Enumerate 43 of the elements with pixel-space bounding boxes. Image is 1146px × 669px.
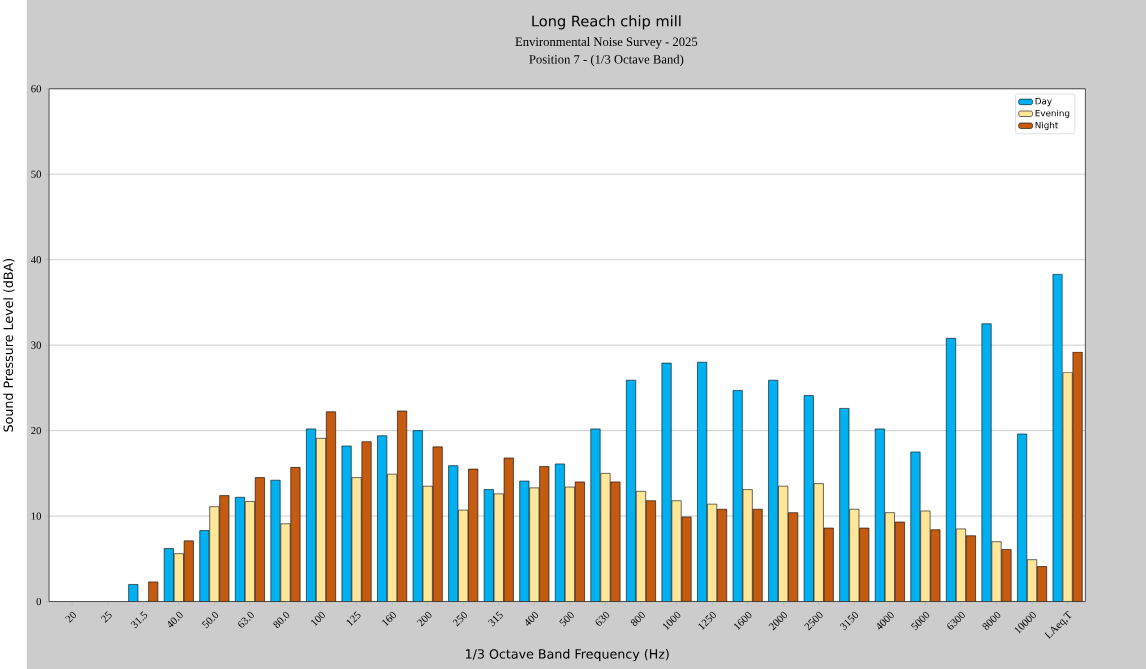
- x-tick-label: 315: [488, 611, 503, 627]
- y-tick-label: 0: [36, 597, 42, 606]
- x-tick-label: 400: [525, 611, 539, 626]
- bar: [1001, 549, 1012, 602]
- x-tick-label: 40.0: [168, 611, 183, 628]
- y-tick-label: 50: [31, 170, 42, 178]
- x-tick-label: 50.0: [201, 611, 219, 629]
- x-tick-label: 63.0: [238, 611, 254, 628]
- x-tick-label: 31.5: [130, 611, 148, 629]
- y-tick-label: 60: [31, 85, 42, 93]
- x-tick-label: 800: [630, 611, 645, 626]
- bar: [681, 516, 692, 602]
- x-tick-label: 8000: [982, 611, 1001, 630]
- x-tick-label: 1600: [734, 611, 752, 631]
- x-tick-label: 125: [346, 611, 361, 627]
- x-axis-title: 1/3 Octave Band Frequency (Hz): [466, 648, 669, 662]
- x-tick-label: 25: [100, 611, 112, 623]
- x-tick-label: 3150: [839, 611, 859, 631]
- bar: [128, 584, 139, 602]
- legend-label: Day: [1035, 97, 1052, 107]
- y-axis-title: Sound Pressure Level (dBA): [3, 258, 15, 432]
- x-tick-label: 80.0: [273, 611, 290, 628]
- y-tick-label: 20: [31, 426, 42, 435]
- x-tick-label: 1000: [662, 611, 681, 631]
- x-tick-label: 5000: [910, 611, 930, 631]
- legend-label: Night: [1035, 121, 1059, 131]
- y-tick-label: 40: [30, 256, 42, 264]
- text: Position 7 - (1/3 Octave Band): [529, 54, 684, 67]
- x-tick-label: 250: [452, 611, 468, 627]
- chart-title: Long Reach chip mill: [532, 15, 681, 30]
- y-tick-label: 30: [31, 341, 42, 349]
- x-tick-label: 160: [382, 611, 396, 627]
- y-tick-label: 10: [31, 512, 42, 520]
- chart-subtitle: Environmental Noise Survey - 2025: [515, 37, 698, 49]
- x-tick-label: 100: [311, 611, 325, 627]
- x-tick-label: 500: [559, 611, 574, 627]
- x-tick-label: 200: [417, 611, 432, 627]
- legend-label: Evening: [1035, 109, 1070, 119]
- x-tick-label: 630: [595, 611, 610, 626]
- bar: [280, 523, 291, 602]
- x-tick-label: 20: [65, 611, 76, 623]
- bar: [991, 541, 1002, 602]
- x-tick-label: 2500: [804, 611, 823, 631]
